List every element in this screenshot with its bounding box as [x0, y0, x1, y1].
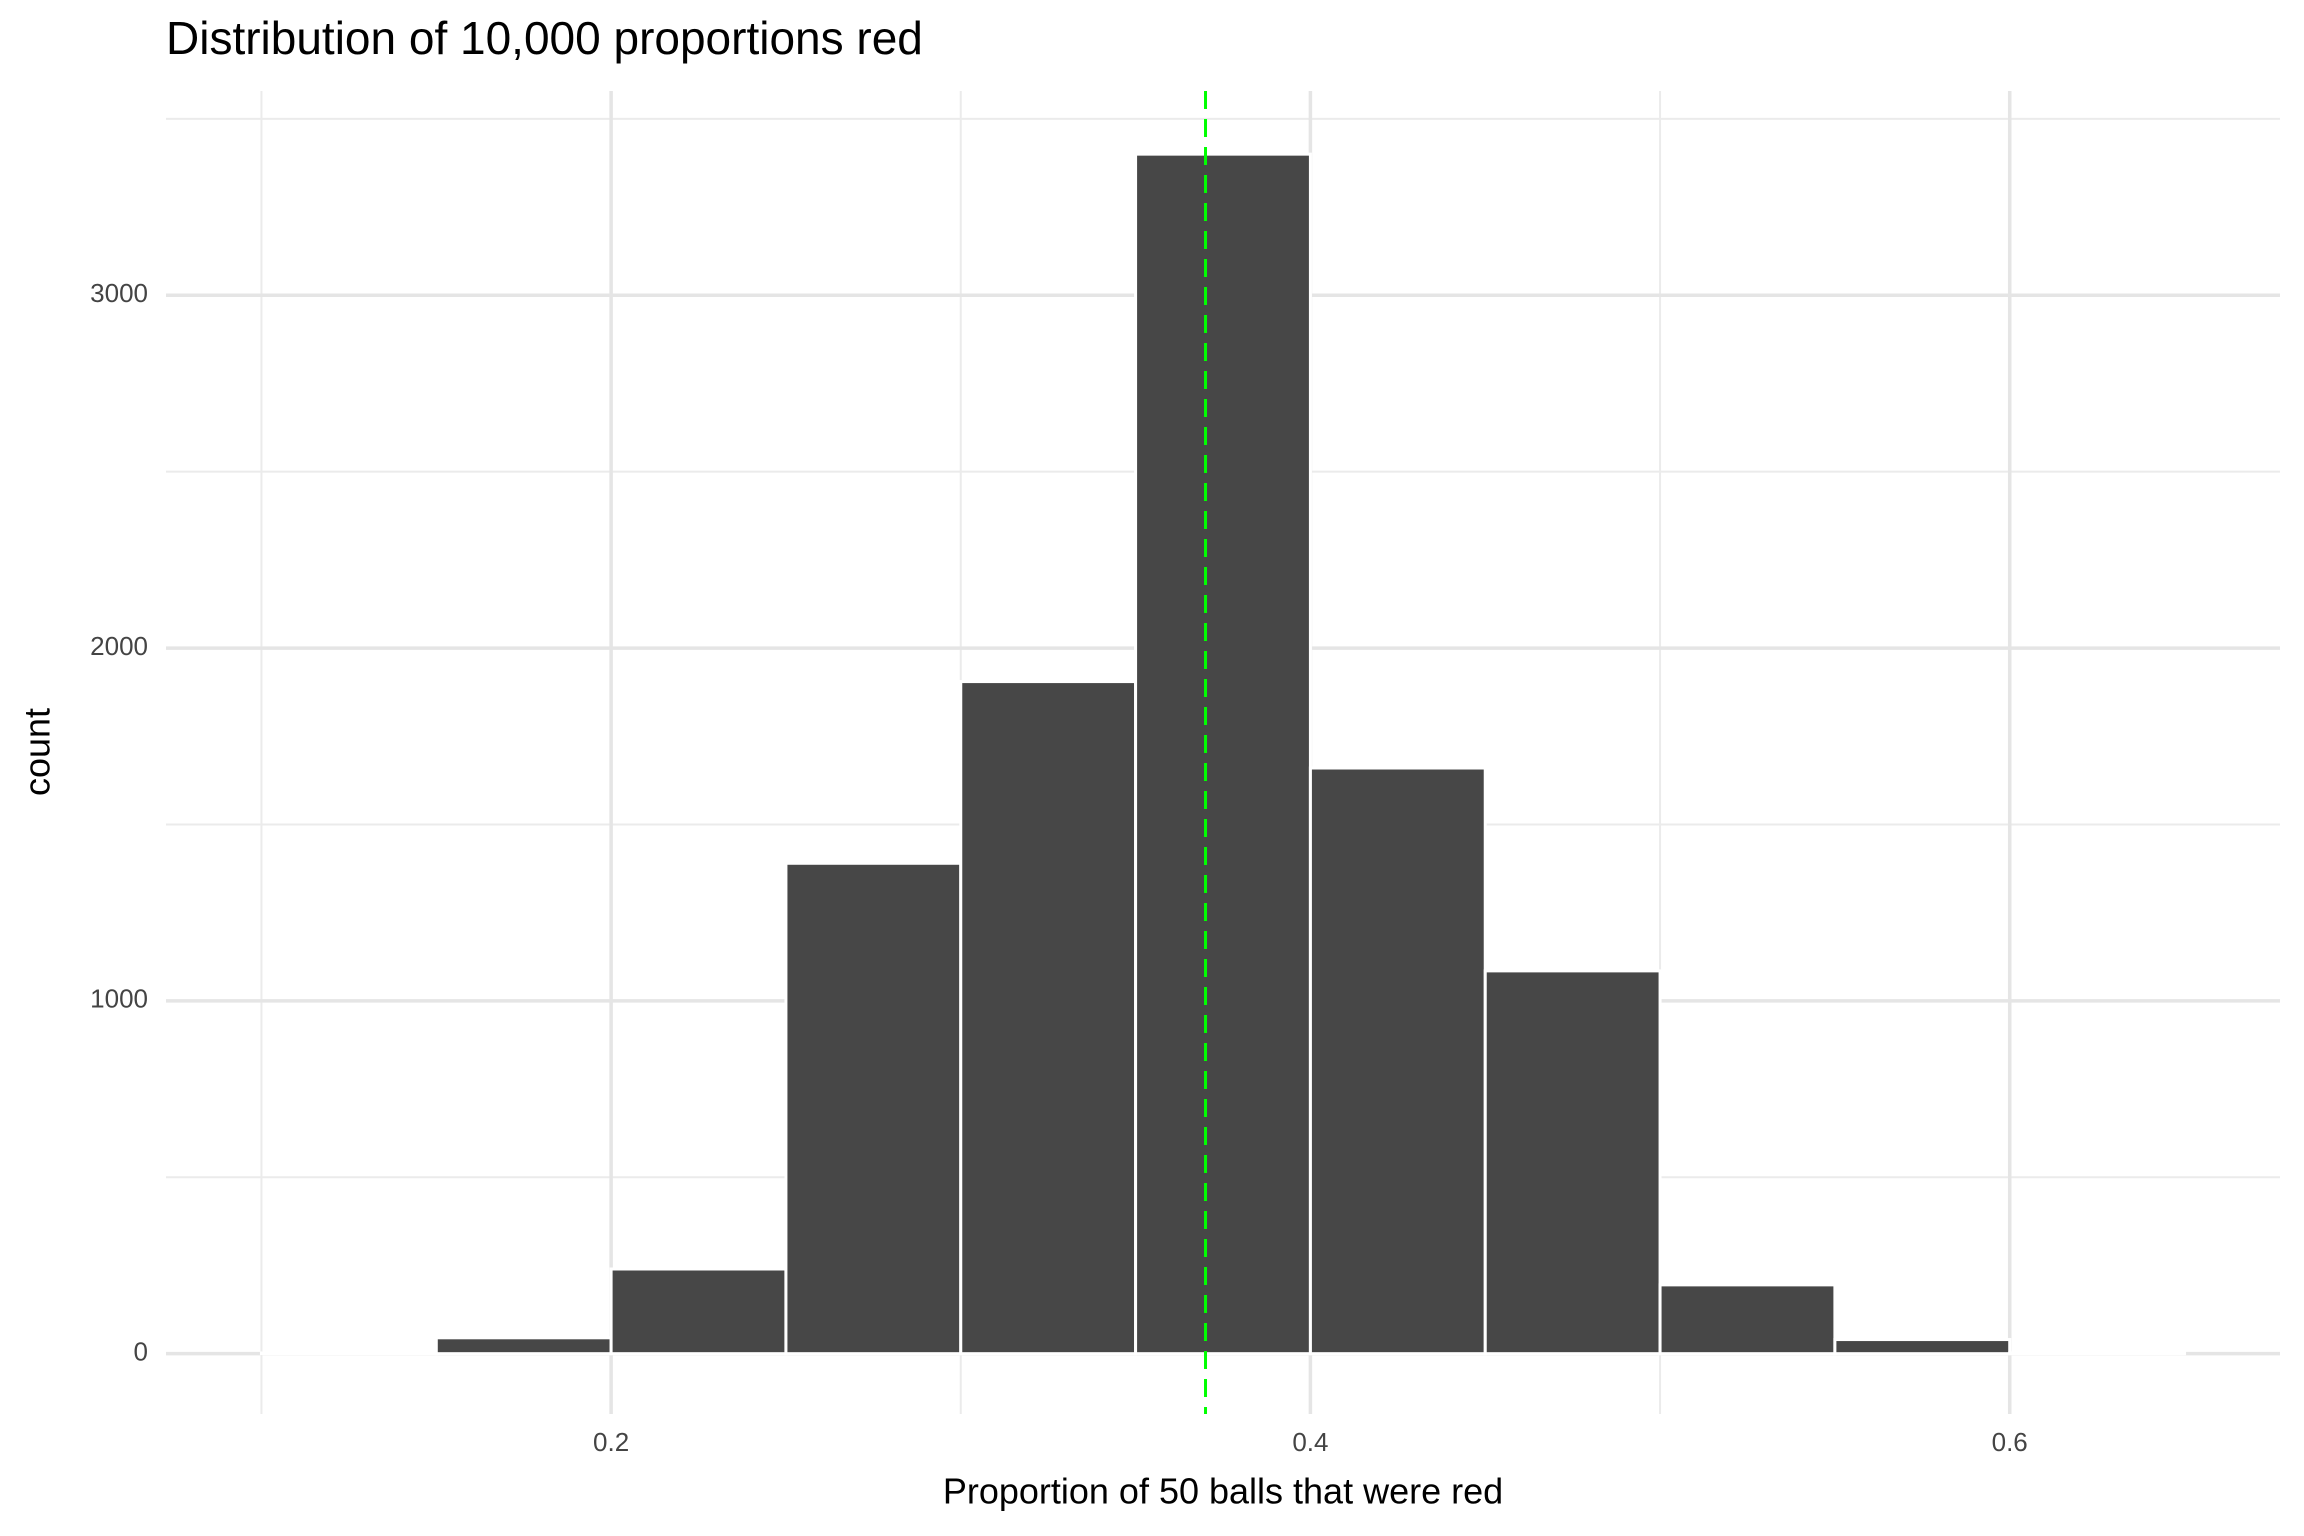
y-tick-label: 2000 — [90, 631, 148, 661]
y-axis-title: count — [17, 708, 58, 796]
x-tick-label: 0.6 — [1992, 1427, 2028, 1457]
bar — [1483, 969, 1662, 1356]
x-axis-title: Proportion of 50 balls that were red — [943, 1471, 1503, 1512]
bar — [2008, 1351, 2187, 1356]
bar — [1134, 152, 1312, 1356]
bar — [1308, 766, 1487, 1356]
x-tick-label: 0.4 — [1292, 1427, 1328, 1457]
chart-title: Distribution of 10,000 proportions red — [166, 12, 923, 64]
y-tick-label: 0 — [134, 1337, 148, 1367]
bar — [1658, 1283, 1837, 1356]
x-tick-label: 0.2 — [593, 1427, 629, 1457]
bar — [784, 861, 963, 1356]
bar — [434, 1336, 613, 1356]
y-tick-label: 3000 — [90, 278, 148, 308]
bar — [959, 680, 1138, 1356]
y-tick-label: 1000 — [90, 984, 148, 1014]
bar — [1833, 1338, 2012, 1356]
bar — [259, 1351, 438, 1356]
bar — [609, 1267, 788, 1356]
